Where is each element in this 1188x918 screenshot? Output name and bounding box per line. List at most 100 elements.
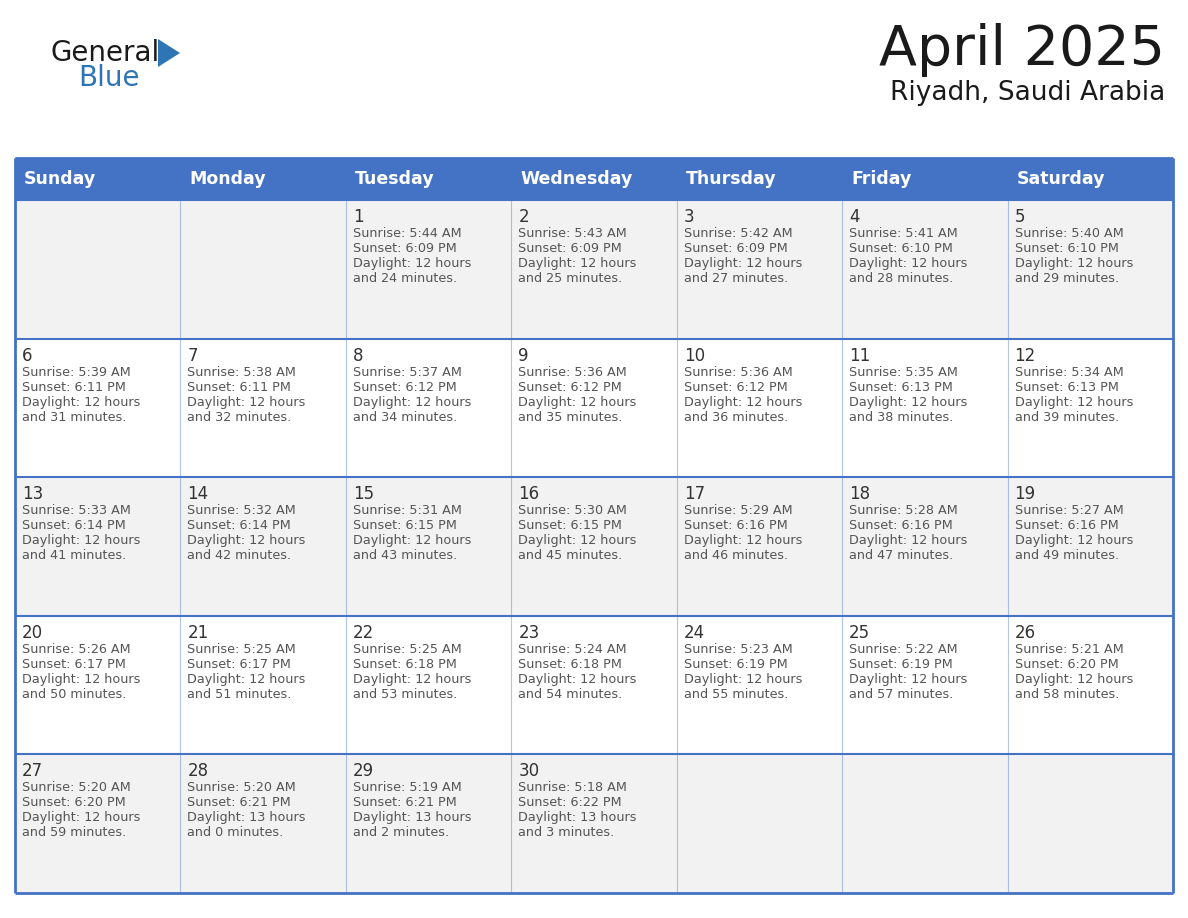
Text: Daylight: 12 hours: Daylight: 12 hours xyxy=(684,673,802,686)
Text: 10: 10 xyxy=(684,347,704,364)
Text: 29: 29 xyxy=(353,763,374,780)
Text: 15: 15 xyxy=(353,486,374,503)
Text: Daylight: 12 hours: Daylight: 12 hours xyxy=(188,396,305,409)
Bar xyxy=(15,158,181,200)
Text: and 45 minutes.: and 45 minutes. xyxy=(518,549,623,562)
Text: Sunset: 6:21 PM: Sunset: 6:21 PM xyxy=(353,797,456,810)
Text: 1: 1 xyxy=(353,208,364,226)
Text: 20: 20 xyxy=(23,624,43,642)
Bar xyxy=(15,755,1173,893)
Text: Sunset: 6:09 PM: Sunset: 6:09 PM xyxy=(684,242,788,255)
Text: Sunset: 6:10 PM: Sunset: 6:10 PM xyxy=(1015,242,1118,255)
Text: and 38 minutes.: and 38 minutes. xyxy=(849,410,954,423)
Text: and 2 minutes.: and 2 minutes. xyxy=(353,826,449,839)
Text: and 55 minutes.: and 55 minutes. xyxy=(684,688,788,700)
Text: Sunset: 6:16 PM: Sunset: 6:16 PM xyxy=(1015,520,1118,532)
Text: and 43 minutes.: and 43 minutes. xyxy=(353,549,457,562)
Text: and 36 minutes.: and 36 minutes. xyxy=(684,410,788,423)
Bar xyxy=(15,200,1173,339)
Text: Daylight: 12 hours: Daylight: 12 hours xyxy=(518,396,637,409)
Text: 18: 18 xyxy=(849,486,871,503)
Text: 24: 24 xyxy=(684,624,704,642)
Text: Sunrise: 5:30 AM: Sunrise: 5:30 AM xyxy=(518,504,627,517)
Text: Sunset: 6:19 PM: Sunset: 6:19 PM xyxy=(849,658,953,671)
Text: Sunrise: 5:23 AM: Sunrise: 5:23 AM xyxy=(684,643,792,655)
Text: Daylight: 12 hours: Daylight: 12 hours xyxy=(849,534,967,547)
Text: Daylight: 12 hours: Daylight: 12 hours xyxy=(518,673,637,686)
Text: 25: 25 xyxy=(849,624,871,642)
Text: Sunset: 6:13 PM: Sunset: 6:13 PM xyxy=(1015,381,1118,394)
Text: and 29 minutes.: and 29 minutes. xyxy=(1015,272,1119,285)
Text: Blue: Blue xyxy=(78,64,139,92)
Text: Sunrise: 5:37 AM: Sunrise: 5:37 AM xyxy=(353,365,462,378)
Text: Sunset: 6:14 PM: Sunset: 6:14 PM xyxy=(23,520,126,532)
Text: and 54 minutes.: and 54 minutes. xyxy=(518,688,623,700)
Text: Daylight: 12 hours: Daylight: 12 hours xyxy=(518,534,637,547)
Bar xyxy=(1007,158,1173,200)
Text: 19: 19 xyxy=(1015,486,1036,503)
Text: Sunset: 6:16 PM: Sunset: 6:16 PM xyxy=(849,520,953,532)
Text: Sunset: 6:15 PM: Sunset: 6:15 PM xyxy=(518,520,623,532)
Text: 26: 26 xyxy=(1015,624,1036,642)
Text: Daylight: 12 hours: Daylight: 12 hours xyxy=(353,673,472,686)
Text: Sunset: 6:09 PM: Sunset: 6:09 PM xyxy=(353,242,456,255)
Text: 11: 11 xyxy=(849,347,871,364)
Text: 13: 13 xyxy=(23,486,43,503)
Text: Daylight: 12 hours: Daylight: 12 hours xyxy=(353,257,472,270)
Text: Sunrise: 5:42 AM: Sunrise: 5:42 AM xyxy=(684,227,792,240)
Text: and 57 minutes.: and 57 minutes. xyxy=(849,688,954,700)
Text: 27: 27 xyxy=(23,763,43,780)
Text: Daylight: 12 hours: Daylight: 12 hours xyxy=(353,534,472,547)
Text: Sunrise: 5:25 AM: Sunrise: 5:25 AM xyxy=(188,643,296,655)
Text: Saturday: Saturday xyxy=(1017,170,1105,188)
Text: Tuesday: Tuesday xyxy=(355,170,435,188)
Text: Sunrise: 5:31 AM: Sunrise: 5:31 AM xyxy=(353,504,462,517)
Text: Sunset: 6:14 PM: Sunset: 6:14 PM xyxy=(188,520,291,532)
Text: Sunrise: 5:35 AM: Sunrise: 5:35 AM xyxy=(849,365,958,378)
Text: and 59 minutes.: and 59 minutes. xyxy=(23,826,126,839)
Text: Daylight: 13 hours: Daylight: 13 hours xyxy=(518,812,637,824)
Text: and 53 minutes.: and 53 minutes. xyxy=(353,688,457,700)
Text: Monday: Monday xyxy=(189,170,266,188)
Bar xyxy=(511,158,677,200)
Text: 30: 30 xyxy=(518,763,539,780)
Text: and 49 minutes.: and 49 minutes. xyxy=(1015,549,1119,562)
Text: and 34 minutes.: and 34 minutes. xyxy=(353,410,457,423)
Text: Sunset: 6:17 PM: Sunset: 6:17 PM xyxy=(23,658,126,671)
Text: Daylight: 12 hours: Daylight: 12 hours xyxy=(684,534,802,547)
Text: Daylight: 12 hours: Daylight: 12 hours xyxy=(684,257,802,270)
Text: Sunrise: 5:40 AM: Sunrise: 5:40 AM xyxy=(1015,227,1124,240)
Text: Sunset: 6:11 PM: Sunset: 6:11 PM xyxy=(23,381,126,394)
Text: Sunset: 6:18 PM: Sunset: 6:18 PM xyxy=(353,658,456,671)
Text: Sunrise: 5:38 AM: Sunrise: 5:38 AM xyxy=(188,365,296,378)
Text: Sunrise: 5:36 AM: Sunrise: 5:36 AM xyxy=(684,365,792,378)
Text: Sunset: 6:13 PM: Sunset: 6:13 PM xyxy=(849,381,953,394)
Text: 28: 28 xyxy=(188,763,209,780)
Bar xyxy=(842,158,1007,200)
Text: Daylight: 12 hours: Daylight: 12 hours xyxy=(23,534,140,547)
Text: and 35 minutes.: and 35 minutes. xyxy=(518,410,623,423)
Text: Sunrise: 5:24 AM: Sunrise: 5:24 AM xyxy=(518,643,627,655)
Text: and 31 minutes.: and 31 minutes. xyxy=(23,410,126,423)
Text: Friday: Friday xyxy=(851,170,911,188)
Text: Sunrise: 5:41 AM: Sunrise: 5:41 AM xyxy=(849,227,958,240)
Text: April 2025: April 2025 xyxy=(879,23,1165,77)
Text: Sunset: 6:18 PM: Sunset: 6:18 PM xyxy=(518,658,623,671)
Polygon shape xyxy=(158,39,181,67)
Text: and 50 minutes.: and 50 minutes. xyxy=(23,688,126,700)
Text: Daylight: 12 hours: Daylight: 12 hours xyxy=(684,396,802,409)
Text: Sunset: 6:12 PM: Sunset: 6:12 PM xyxy=(684,381,788,394)
Text: and 47 minutes.: and 47 minutes. xyxy=(849,549,954,562)
Text: and 28 minutes.: and 28 minutes. xyxy=(849,272,954,285)
Bar xyxy=(15,616,1173,755)
Text: Daylight: 12 hours: Daylight: 12 hours xyxy=(1015,534,1133,547)
Text: Daylight: 12 hours: Daylight: 12 hours xyxy=(849,673,967,686)
Text: Sunset: 6:15 PM: Sunset: 6:15 PM xyxy=(353,520,456,532)
Text: and 39 minutes.: and 39 minutes. xyxy=(1015,410,1119,423)
Text: 4: 4 xyxy=(849,208,860,226)
Text: and 25 minutes.: and 25 minutes. xyxy=(518,272,623,285)
Text: Thursday: Thursday xyxy=(685,170,776,188)
Text: Sunset: 6:11 PM: Sunset: 6:11 PM xyxy=(188,381,291,394)
Text: Daylight: 12 hours: Daylight: 12 hours xyxy=(188,534,305,547)
Text: Daylight: 12 hours: Daylight: 12 hours xyxy=(849,257,967,270)
